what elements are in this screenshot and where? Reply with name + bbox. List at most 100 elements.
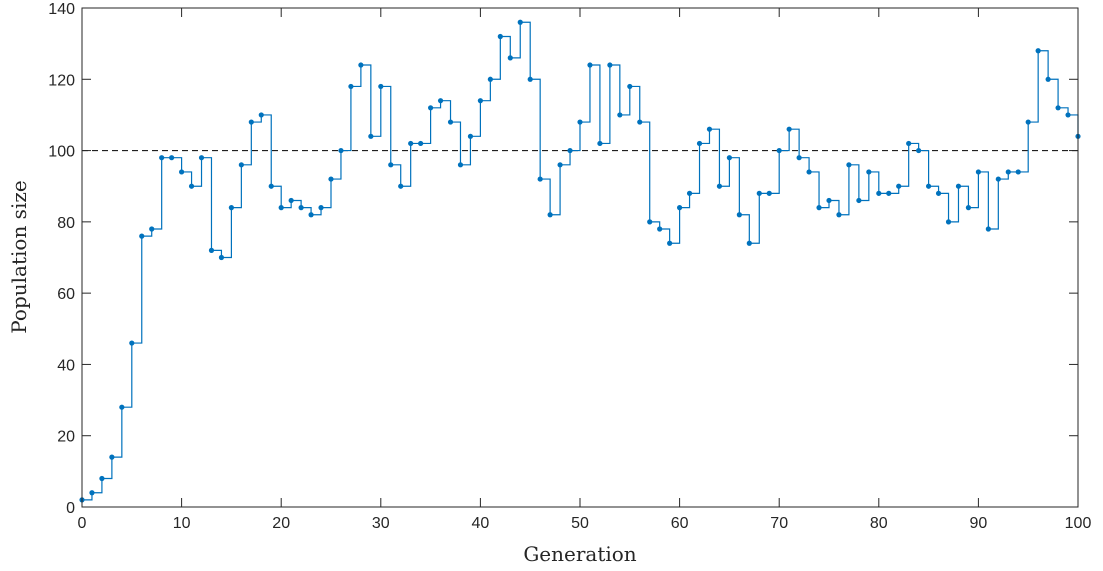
y-tick-label: 100 bbox=[48, 144, 75, 161]
data-point bbox=[318, 205, 324, 211]
x-tick-label: 100 bbox=[1065, 515, 1092, 532]
data-point bbox=[945, 219, 952, 225]
data-point bbox=[288, 197, 294, 204]
data-point bbox=[507, 55, 513, 61]
data-point bbox=[766, 190, 772, 196]
data-point bbox=[547, 212, 553, 218]
data-point bbox=[149, 226, 155, 232]
data-point bbox=[408, 140, 414, 147]
data-point bbox=[677, 205, 683, 211]
data-point bbox=[906, 140, 912, 147]
data-point bbox=[198, 155, 205, 161]
y-tick-label: 140 bbox=[48, 1, 75, 18]
data-point bbox=[916, 147, 922, 154]
data-point bbox=[587, 62, 593, 68]
data-point bbox=[358, 62, 364, 68]
data-point bbox=[557, 162, 563, 168]
data-point bbox=[1005, 169, 1011, 175]
data-point bbox=[926, 183, 932, 189]
series-layer bbox=[79, 19, 1081, 503]
data-point bbox=[716, 183, 723, 189]
data-point bbox=[965, 205, 972, 211]
data-point bbox=[388, 162, 394, 168]
data-point bbox=[786, 126, 792, 132]
x-axis-label: Generation bbox=[523, 542, 636, 566]
data-point bbox=[1025, 119, 1031, 125]
data-point bbox=[129, 340, 135, 346]
data-point bbox=[428, 105, 434, 111]
data-point bbox=[637, 119, 643, 125]
data-point bbox=[328, 176, 334, 182]
data-point bbox=[796, 155, 802, 161]
data-point bbox=[457, 162, 464, 168]
data-point bbox=[696, 140, 703, 147]
data-point bbox=[597, 140, 603, 147]
data-point bbox=[169, 155, 175, 161]
data-point bbox=[746, 240, 752, 246]
data-point bbox=[756, 190, 762, 196]
data-point bbox=[826, 197, 832, 204]
data-point bbox=[447, 119, 454, 125]
data-point bbox=[179, 169, 185, 175]
data-point bbox=[726, 155, 733, 161]
data-point bbox=[537, 176, 543, 182]
data-point bbox=[1065, 112, 1071, 118]
data-point bbox=[467, 133, 474, 139]
x-tick-label: 60 bbox=[671, 515, 689, 532]
data-point bbox=[686, 190, 693, 196]
data-point bbox=[159, 155, 165, 161]
data-point bbox=[368, 133, 374, 139]
data-point bbox=[886, 190, 892, 196]
data-point bbox=[477, 98, 483, 104]
data-point bbox=[647, 219, 653, 225]
data-point bbox=[806, 169, 812, 175]
data-point bbox=[1015, 169, 1021, 175]
data-point bbox=[248, 119, 254, 125]
data-point bbox=[89, 490, 95, 496]
data-point bbox=[378, 83, 384, 90]
data-point bbox=[497, 33, 503, 40]
data-point bbox=[706, 126, 713, 132]
y-tick-label: 80 bbox=[57, 215, 75, 232]
plot-background bbox=[82, 8, 1078, 507]
data-point bbox=[985, 226, 991, 232]
x-tick-label: 10 bbox=[173, 515, 191, 532]
data-point bbox=[418, 140, 424, 147]
data-point bbox=[308, 212, 314, 218]
data-point bbox=[1055, 105, 1061, 111]
data-point bbox=[567, 147, 573, 154]
data-point bbox=[955, 183, 962, 189]
data-point bbox=[338, 147, 344, 154]
data-point bbox=[139, 233, 145, 239]
x-tick-label: 70 bbox=[770, 515, 788, 532]
data-point bbox=[298, 205, 304, 211]
data-point bbox=[109, 454, 115, 460]
data-point bbox=[527, 76, 533, 82]
data-point bbox=[208, 247, 215, 253]
data-point bbox=[627, 83, 633, 90]
data-point bbox=[238, 162, 244, 168]
data-point bbox=[935, 190, 942, 196]
data-point bbox=[896, 183, 902, 189]
data-point bbox=[218, 254, 225, 261]
data-point bbox=[188, 183, 195, 189]
data-point bbox=[846, 162, 852, 168]
data-point bbox=[816, 205, 822, 211]
data-point bbox=[1045, 76, 1051, 82]
data-point bbox=[487, 76, 493, 82]
y-tick-label: 120 bbox=[48, 72, 75, 89]
data-point bbox=[876, 190, 882, 196]
data-point bbox=[856, 197, 862, 204]
x-tick-label: 20 bbox=[272, 515, 290, 532]
y-axis-label: Population size bbox=[7, 180, 31, 333]
x-tick-label: 30 bbox=[372, 515, 390, 532]
x-tick-label: 80 bbox=[870, 515, 888, 532]
data-point bbox=[995, 176, 1001, 182]
data-point bbox=[776, 147, 782, 154]
data-point bbox=[99, 475, 105, 482]
data-point bbox=[258, 112, 264, 118]
data-point bbox=[517, 19, 523, 25]
y-tick-label: 0 bbox=[66, 500, 75, 517]
x-tick-label: 90 bbox=[970, 515, 988, 532]
